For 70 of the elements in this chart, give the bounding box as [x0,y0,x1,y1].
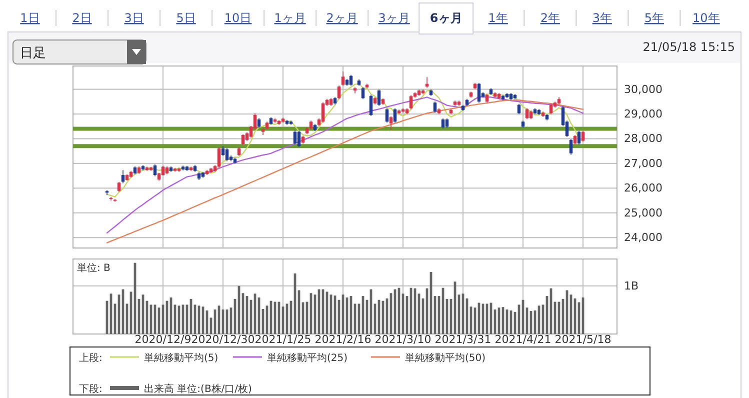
candlestick [569,138,573,156]
x-tick-label: 2021/3/31 [434,333,492,346]
candlestick [117,182,121,192]
x-tick-label: 2020/12/9 [134,333,192,346]
y-tick-label: 24,000 [624,231,662,244]
y-tick-label: 29,000 [624,107,662,120]
candlestick [409,94,413,110]
text: 6ヶ月 [430,11,462,25]
text: 2日 [72,11,92,25]
text: 5日 [176,11,196,25]
candlestick [377,89,381,106]
text: 1年 [488,11,508,25]
y-tick-label: 28,000 [624,132,662,146]
text: 日足 [20,46,46,61]
y-tick-label: 25,000 [624,206,662,220]
candlestick [121,170,125,184]
text: 3ヶ月 [378,11,410,25]
x-tick-label: 2021/2/16 [314,333,372,346]
text: 2年 [540,11,560,25]
candlestick [337,85,341,100]
candlestick [385,108,389,124]
candlestick [297,130,301,148]
candlestick [293,130,297,145]
candlestick [577,130,581,145]
candlestick [389,116,393,130]
candlestick [109,196,113,201]
y-tick-label: 30,000 [624,82,662,96]
candlestick [361,86,365,100]
candlestick [433,101,437,114]
legend-title: 下段: [79,383,102,395]
x-tick-label: 2021/1/25 [254,333,312,346]
candlestick [225,148,229,162]
text: 10年 [692,11,720,25]
legend-title: 上段: [79,352,102,364]
text: 10日 [224,11,252,25]
candlestick [257,118,261,128]
y-tick-label: 27,000 [624,156,662,170]
candlestick [349,74,353,86]
text: 2ヶ月 [326,11,358,25]
line-series [106,83,584,198]
x-tick-label: 2021/4/21 [494,333,552,346]
legend-label: 単純移動平均(50) [405,352,486,364]
candlestick [321,102,325,124]
candlestick [477,82,481,103]
candlestick [445,118,449,128]
x-tick-label: 2020/12/30 [191,333,255,346]
text: 1ヶ月 [274,11,306,25]
x-tick-label: 2021/5/18 [554,333,612,346]
candlestick [573,134,577,145]
candlestick [341,71,345,86]
legend-label: 出来高 単位:(B株/口/枚) [144,383,252,395]
text: 5年 [644,11,664,25]
candlestick [441,118,445,129]
candlestick [393,108,397,124]
x-tick-label: 2021/3/10 [374,333,432,346]
text: 1日 [20,11,40,25]
text: 3日 [124,11,144,25]
candlestick [241,134,245,146]
candlestick [161,166,165,176]
candlestick [217,146,221,168]
legend-label: 単純移動平均(25) [267,352,348,364]
y-tick-label: 26,000 [624,182,662,195]
y-axis-title: 単位: B [77,262,111,274]
legend-label: 単純移動平均(5) [144,352,218,364]
text: 21/05/18 15:15 [642,40,735,54]
candlestick [153,164,157,177]
candlestick [369,94,373,116]
candlestick [221,146,225,156]
text: 3年 [592,11,612,25]
y-tick-label: 1B [624,279,639,292]
